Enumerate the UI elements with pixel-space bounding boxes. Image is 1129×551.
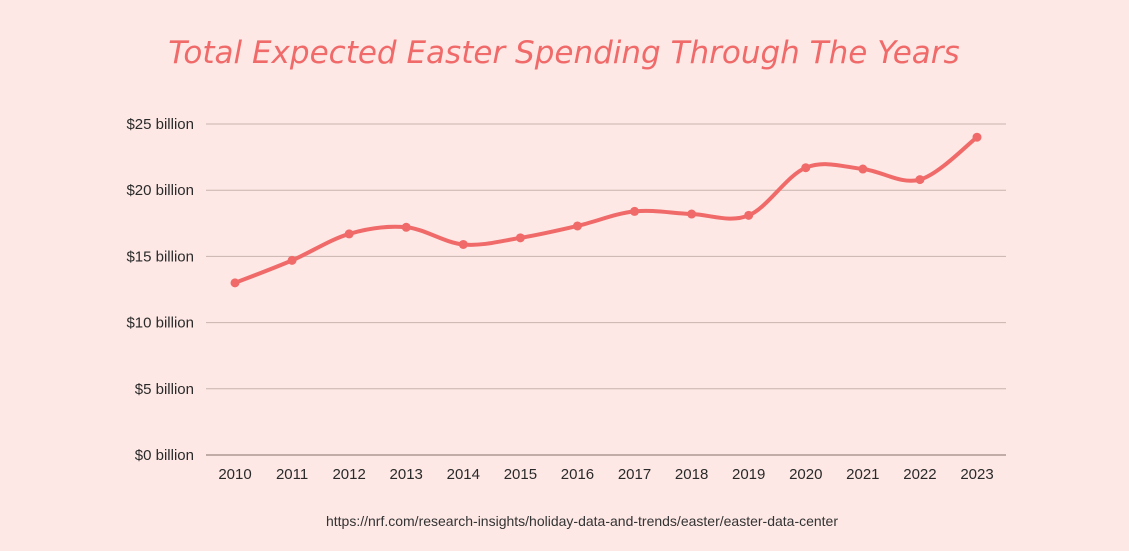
y-tick-label: $20 billion: [126, 182, 194, 199]
x-tick-label: 2015: [504, 466, 537, 483]
data-point: [458, 239, 468, 249]
data-point: [630, 206, 640, 216]
series-line: [233, 135, 979, 285]
data-point: [230, 278, 240, 288]
x-tick-label: 2013: [390, 466, 423, 483]
x-tick-label: 2019: [732, 466, 765, 483]
y-tick-label: $5 billion: [135, 381, 194, 398]
data-point: [858, 164, 868, 174]
x-tick-label: 2011: [276, 466, 308, 483]
source-url: https://nrf.com/research-insights/holida…: [326, 513, 838, 529]
y-axis-ticks: $0 billion $5 billion $10 billion $15 billi…: [126, 116, 194, 464]
data-point: [572, 221, 582, 231]
data-point: [344, 229, 354, 239]
data-point: [801, 163, 811, 173]
x-tick-label: 2010: [218, 466, 251, 483]
data-point: [744, 210, 754, 220]
x-tick-label: 2017: [618, 466, 651, 483]
data-point: [515, 233, 525, 243]
x-axis-ticks: 2010 2011 2012 2013 2014 2015 2016 2017 2018 2019…: [218, 466, 993, 483]
x-tick-label: 2022: [903, 466, 936, 483]
x-tick-label: 2014: [447, 466, 480, 483]
data-point: [972, 132, 982, 142]
x-tick-label: 2012: [332, 466, 365, 483]
y-tick-label: $0 billion: [135, 447, 194, 464]
data-point: [401, 222, 411, 232]
y-tick-label: $25 billion: [126, 116, 194, 133]
data-point: [687, 209, 697, 219]
x-tick-label: 2023: [960, 466, 993, 483]
x-tick-label: 2020: [789, 466, 822, 483]
x-tick-label: 2016: [561, 466, 594, 483]
series-layer: [230, 132, 982, 288]
x-tick-label: 2018: [675, 466, 708, 483]
gridlines: [206, 123, 1006, 456]
y-tick-label: $10 billion: [126, 315, 194, 332]
data-point: [287, 255, 297, 265]
data-point: [915, 175, 925, 185]
x-tick-label: 2021: [846, 466, 879, 483]
chart-title: Total Expected Easter Spending Through T…: [168, 35, 959, 71]
y-tick-label: $15 billion: [126, 248, 194, 265]
